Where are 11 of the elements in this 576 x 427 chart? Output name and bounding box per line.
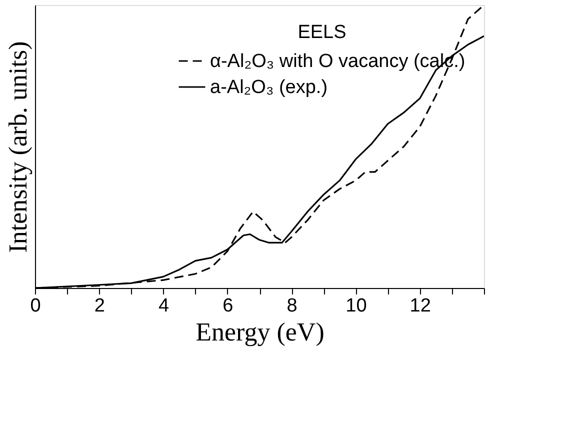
x-tick-label: 2	[94, 296, 105, 316]
x-tick-label: 8	[286, 296, 298, 316]
legend-title: EELS	[298, 22, 346, 43]
x-tick-label: 12	[410, 296, 431, 316]
x-tick-label: 4	[158, 296, 170, 316]
legend-label: a-Al₂O₃ (exp.)	[210, 77, 328, 98]
x-tick-label: 6	[222, 296, 234, 316]
y-axis-title: Intensity (arb. units)	[4, 41, 32, 253]
x-axis-title: Energy (eV)	[196, 318, 324, 346]
x-tick-label: 0	[30, 296, 41, 316]
x-tick-label: 10	[346, 296, 367, 316]
